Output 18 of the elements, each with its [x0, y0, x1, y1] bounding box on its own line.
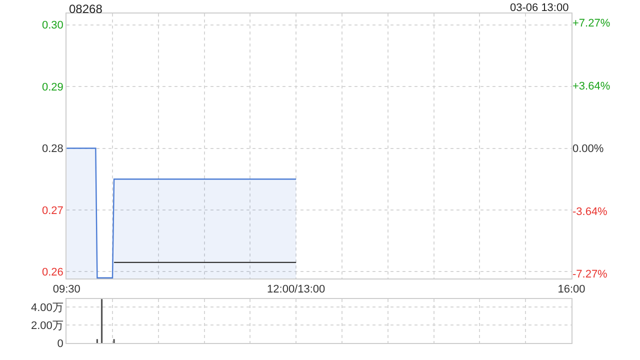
y-tick-label: 0.27 — [42, 204, 64, 217]
x-tick-label: 12:00/13:00 — [267, 284, 326, 296]
x-tick-label: 16:00 — [558, 284, 586, 296]
y2-tick-label: -7.27% — [572, 268, 608, 281]
y-tick-label: 0.29 — [42, 81, 64, 94]
y2-tick-label: -3.64% — [572, 206, 608, 218]
y-tick-label: 0.28 — [42, 143, 64, 156]
y2-tick-label: +3.64% — [572, 80, 610, 92]
y-tick-label: 0.26 — [42, 266, 64, 279]
y-tick-label: 0 — [57, 338, 64, 350]
y-tick-label: 4.00万 — [30, 302, 64, 314]
x-tick-label: 09:30 — [52, 284, 80, 296]
y-tick-label: 2.00万 — [30, 320, 64, 332]
chart-title: 08268 — [69, 2, 103, 16]
annotation: 03-06 13:00 — [510, 2, 569, 14]
y2-tick-label: 0.00% — [572, 143, 604, 156]
y2-tick-label: +7.27% — [572, 18, 610, 30]
y-tick-label: 0.30 — [42, 20, 64, 32]
